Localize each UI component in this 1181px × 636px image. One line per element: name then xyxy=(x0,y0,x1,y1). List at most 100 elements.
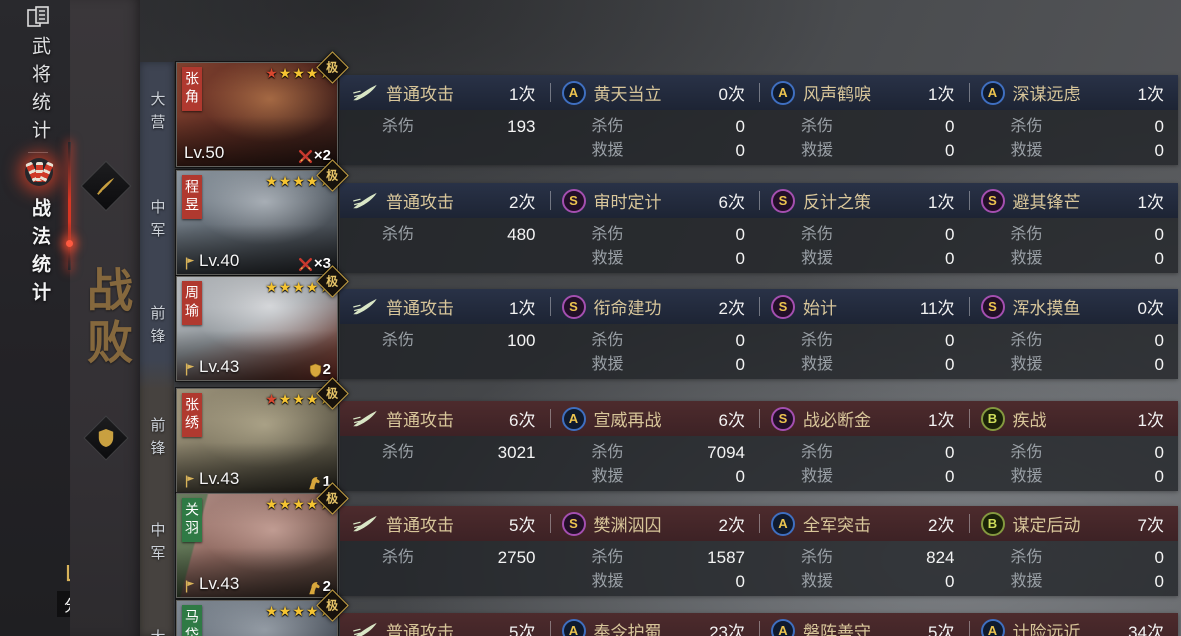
skill-use-count: 2次 xyxy=(928,516,955,535)
portrait-shade xyxy=(177,277,337,380)
tab-general-stats[interactable]: 武将统计 xyxy=(29,36,50,148)
skill-name: 全军突击 xyxy=(803,516,871,535)
rescue-value: 0 xyxy=(945,141,955,160)
horse-icon xyxy=(308,582,320,595)
kill-value: 2750 xyxy=(497,548,536,567)
rescue-stat-line: 救援 0 xyxy=(771,570,955,594)
stat-row: 普通攻击 1次 A 黄天当立 0次 A 风声鹤唳 1次 A 深谋远虑 1次 杀伤… xyxy=(340,75,1178,165)
star-icon: ★ xyxy=(305,391,320,407)
skill-use-count: 34次 xyxy=(1128,623,1164,636)
skill-name: 普通攻击 xyxy=(386,85,454,104)
skill-use-count: 6次 xyxy=(509,411,536,430)
general-card[interactable]: 周瑜 ★★★★★ 极 Lv.43 2 xyxy=(176,265,349,381)
tab-tactics-stats[interactable]: 战法统计 xyxy=(29,198,50,310)
crossed-swords-icon xyxy=(298,149,312,164)
kill-value: 480 xyxy=(507,225,536,244)
kill-value: 0 xyxy=(945,331,955,350)
skill-name: 避其锋芒 xyxy=(1012,193,1081,212)
general-card[interactable]: 张绣 ★★★★★ 极 Lv.43 1 xyxy=(176,377,349,493)
kill-stat-line: 杀伤 0 xyxy=(771,441,955,465)
skill-grade-B-badge: B xyxy=(980,406,1005,431)
kill-value: 193 xyxy=(507,117,536,136)
skill-name: 普通攻击 xyxy=(386,411,454,430)
skill-grade-S-badge: S xyxy=(561,294,586,319)
position-label: 中军 xyxy=(148,198,166,245)
kill-stat-line: 杀伤 0 xyxy=(981,329,1165,353)
skill-name: 审时定计 xyxy=(593,193,662,212)
skill-stat-body: 杀伤 0 救援 0 xyxy=(969,436,1179,491)
sword-diamond-icon[interactable] xyxy=(80,160,132,212)
position-label: 大营 xyxy=(141,600,173,636)
shield-diamond-icon[interactable] xyxy=(83,415,129,461)
level-badge: Lv.50 xyxy=(184,143,225,162)
position-label: 前锋 xyxy=(148,416,166,463)
general-name: 马岱 xyxy=(182,605,202,636)
skill-use-count: 5次 xyxy=(509,623,536,636)
skill-stat-header: S 始计 11次 xyxy=(759,289,969,324)
kill-value: 824 xyxy=(926,548,955,567)
general-card[interactable]: 关羽 ★★★★★ 极 Lv.43 2 xyxy=(176,482,349,598)
position-label: 中军 xyxy=(148,521,166,568)
star-icon: ★ xyxy=(265,603,279,619)
star-icon: ★ xyxy=(265,391,279,407)
skill-stat-header: S 战必断金 1次 xyxy=(759,401,969,436)
rescue-value: 0 xyxy=(945,249,955,268)
firecracker-icon xyxy=(25,158,54,186)
skill-use-count: 1次 xyxy=(1137,85,1164,104)
general-name: 程昱 xyxy=(182,175,202,219)
skill-name: 普通攻击 xyxy=(386,193,454,212)
skill-stat-body: 杀伤 0 救援 0 xyxy=(969,541,1179,596)
skill-grade-S-badge: S xyxy=(561,188,586,213)
general-name: 关羽 xyxy=(182,498,202,542)
skill-use-count: 1次 xyxy=(928,411,955,430)
skill-grade-S-badge: S xyxy=(980,188,1005,213)
skill-stat-header: S 反计之策 1次 xyxy=(759,183,969,218)
kill-value: 0 xyxy=(735,225,745,244)
skill-stat-header: S 樊渊泅囚 2次 xyxy=(549,506,760,541)
skill-name: 普通攻击 xyxy=(386,623,454,636)
skill-use-count: 23次 xyxy=(709,623,745,636)
rescue-value: 0 xyxy=(1154,467,1164,486)
star-icon: ★ xyxy=(305,496,320,512)
rescue-value: 0 xyxy=(1154,572,1164,591)
left-sidebar: 武将统计 战法统计 分享 xyxy=(0,0,103,636)
rescue-stat-line: 救援 0 xyxy=(562,570,746,594)
skill-name: 黄天当立 xyxy=(593,85,662,104)
flag-icon xyxy=(185,580,195,593)
star-icon: ★ xyxy=(305,603,320,619)
kill-value: 0 xyxy=(735,331,745,350)
battle-result-banner: 战败 xyxy=(81,266,132,370)
skill-use-count: 1次 xyxy=(928,193,955,212)
kill-stat-line: 杀伤 2750 xyxy=(352,546,536,570)
position-label: 前锋 xyxy=(148,304,166,351)
skill-name: 浑水摸鱼 xyxy=(1012,299,1081,318)
kill-stat-line: 杀伤 100 xyxy=(352,329,536,353)
skill-stat-body: 杀伤 1587 救援 0 xyxy=(550,541,760,596)
horse-gold-count-badge: 2 xyxy=(307,578,331,595)
skill-stat-body: 杀伤 0 救援 0 xyxy=(550,324,760,379)
horse-gold-count-badge: 1 xyxy=(307,473,331,490)
stat-body: 杀伤 100 杀伤 0 救援 0 杀伤 0 救援 0 杀伤 0 救援 0 xyxy=(340,324,1178,379)
star-icon: ★ xyxy=(292,65,306,81)
kill-value: 100 xyxy=(507,331,536,350)
star-icon: ★ xyxy=(265,496,279,512)
skill-stat-header: S 避其锋芒 1次 xyxy=(968,183,1179,218)
crossed-swords-count-badge: ×2 xyxy=(298,147,331,164)
general-card[interactable]: 马岱 ★★★★★ 极 xyxy=(176,589,349,636)
rescue-value: 0 xyxy=(735,467,745,486)
flag-icon xyxy=(185,363,195,376)
kill-value: 0 xyxy=(735,117,745,136)
rescue-stat-line: 救援 0 xyxy=(981,247,1165,271)
kill-value: 0 xyxy=(945,117,955,136)
kill-stat-line: 杀伤 0 xyxy=(981,441,1165,465)
skill-stat-header: A 全军突击 2次 xyxy=(759,506,969,541)
skill-use-count: 2次 xyxy=(718,516,745,535)
star-icon: ★ xyxy=(265,65,279,81)
level-badge: Lv.43 xyxy=(184,574,239,594)
star-icon: ★ xyxy=(292,173,306,189)
kill-stat-line: 杀伤 0 xyxy=(981,546,1165,570)
general-card[interactable]: 程昱 ★★★★★ 极 Lv.40 ×3 xyxy=(176,159,349,275)
general-card[interactable]: 张角 ★★★★★ 极 Lv.50 ×2 xyxy=(176,51,349,167)
star-icon: ★ xyxy=(292,391,306,407)
skill-grade-S-badge: S xyxy=(771,294,795,319)
